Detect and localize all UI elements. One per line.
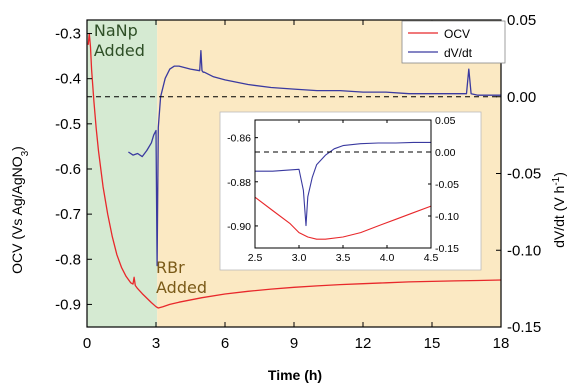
- y-tick-label-right: -0.15: [507, 319, 541, 336]
- y-axis-label-left: OCV (Vs Ag/AgNO3): [9, 146, 31, 274]
- legend: OCV dV/dt: [401, 20, 506, 64]
- inset-y-tick-label-left: -0.88: [227, 177, 251, 189]
- y-axis-label-left-sub: 3: [20, 150, 31, 156]
- x-tick-label: 6: [221, 335, 229, 352]
- inset-series-dvdt-line: [255, 141, 431, 227]
- x-tick-label: 12: [355, 335, 372, 352]
- y-tick-label-left: -0.3: [55, 26, 81, 43]
- y-tick-label-left: -0.7: [55, 206, 81, 223]
- y-axis-label-right-main: dV/dt (V h: [551, 186, 567, 248]
- y-axis-label-right-sup: -1: [551, 176, 562, 185]
- x-tick-label: 18: [493, 335, 510, 352]
- inset-y-tick-label-right: -0.10: [435, 211, 459, 223]
- series-dvdt-line: [128, 50, 501, 267]
- x-tick-label: 15: [424, 335, 441, 352]
- annotation-0-line-0: NaNp: [94, 21, 138, 40]
- annotation-1-line-0: RBr: [156, 258, 185, 277]
- y-tick-label-right: -0.05: [507, 166, 541, 183]
- y-axis-label-left-end: ): [9, 146, 25, 151]
- inset-background: [219, 111, 482, 271]
- shaded-region-0: [87, 20, 158, 327]
- inset-chart: 2.5 3.0 3.5 4.0 4.5 -0.86 -0.88 -0.90 0.05 0.00 -0…: [219, 111, 482, 271]
- main-ticks: 0 3 6 9 12 15 18 -0.3 -0.4 -0.5 -0.6 -0.7 -0.8 -0.9 0.…: [55, 12, 541, 352]
- y-tick-label-left: -0.5: [55, 116, 81, 133]
- x-axis-label: Time (h): [268, 367, 322, 383]
- y-axis-label-right-end: ): [551, 172, 567, 177]
- inset-y-tick-label-right: 0.05: [435, 115, 456, 127]
- inset-y-tick-label-right: -0.15: [435, 243, 459, 255]
- annotation-1: RBr Added: [156, 258, 207, 297]
- inset-series: [254, 141, 432, 240]
- inset-ticks: 2.5 3.0 3.5 4.0 4.5 -0.86 -0.88 -0.90 0.05 0.00 -0…: [227, 115, 459, 264]
- series-ocv-line: [87, 32, 502, 309]
- inset-y-tick-label-right: -0.05: [435, 179, 459, 191]
- annotation-0: NaNp Added: [94, 21, 145, 60]
- y-tick-label-left: -0.6: [55, 161, 81, 178]
- y-axis-label-right: dV/dt (V h-1): [551, 172, 568, 248]
- x-tick-label: 9: [290, 335, 298, 352]
- y-axis-label-left-main: OCV (Vs Ag/AgNO: [9, 156, 25, 274]
- y-tick-label-right: 0.05: [507, 12, 536, 29]
- inset-x-tick-label: 3.0: [292, 252, 307, 264]
- inset-series-ocv-line: [254, 196, 432, 240]
- y-tick-label-right: -0.10: [507, 242, 541, 259]
- inset-y-tick-label-right: 0.00: [435, 147, 456, 159]
- y-tick-label-left: -0.8: [55, 251, 81, 268]
- annotation-1-line-1: Added: [156, 278, 207, 297]
- x-tick-label: 3: [152, 335, 160, 352]
- legend-label-ocv: OCV: [444, 27, 470, 41]
- legend-label-dvdt: dV/dt: [444, 46, 473, 60]
- inset-x-tick-label: 4.5: [424, 252, 439, 264]
- y-tick-label-right: 0.00: [507, 89, 536, 106]
- inset-x-tick-label: 4.0: [380, 252, 395, 264]
- inset-x-tick-label: 2.5: [248, 252, 263, 264]
- y-tick-label-left: -0.9: [55, 296, 81, 313]
- inset-y-tick-label-left: -0.86: [227, 133, 251, 145]
- x-tick-label: 0: [83, 335, 91, 352]
- inset-y-tick-label-left: -0.90: [227, 221, 251, 233]
- annotation-0-line-1: Added: [94, 41, 145, 60]
- inset-x-tick-label: 3.5: [336, 252, 351, 264]
- legend-box: [401, 20, 506, 64]
- y-tick-label-left: -0.4: [55, 71, 81, 88]
- main-series: [87, 32, 502, 309]
